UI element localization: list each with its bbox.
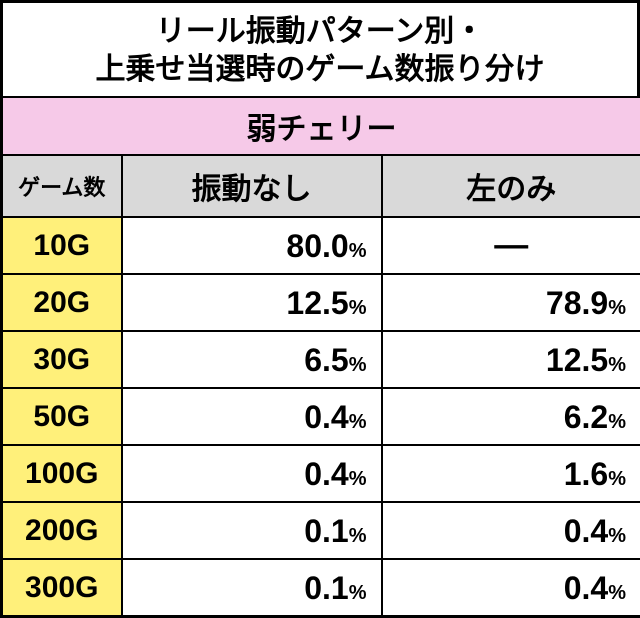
value-number: 1.6	[564, 456, 608, 492]
value-cell: 78.9%	[382, 274, 640, 331]
percent-suffix: %	[349, 297, 367, 319]
games-cell: 50G	[2, 388, 122, 445]
header-games: ゲーム数	[2, 155, 122, 217]
value-number: 6.2	[564, 399, 608, 435]
table-row: 200G0.1%0.4%	[2, 502, 640, 559]
table-container: リール振動パターン別・ 上乗せ当選時のゲーム数振り分け 弱チェリー ゲーム数 振…	[0, 0, 640, 618]
table-title: リール振動パターン別・ 上乗せ当選時のゲーム数振り分け	[0, 0, 640, 96]
value-cell: 12.5%	[382, 331, 640, 388]
table-row: 100G0.4%1.6%	[2, 445, 640, 502]
value-cell: 6.2%	[382, 388, 640, 445]
header-col-1: 振動なし	[122, 155, 382, 217]
percent-suffix: %	[349, 525, 367, 547]
title-line-1: リール振動パターン別・	[3, 13, 637, 51]
percent-suffix: %	[349, 411, 367, 433]
value-number: 0.4	[564, 570, 608, 606]
value-number: 0.4	[304, 456, 348, 492]
percent-suffix: %	[608, 411, 626, 433]
table-row: 50G0.4%6.2%	[2, 388, 640, 445]
value-cell: 0.1%	[122, 559, 382, 617]
table-row: 20G12.5%78.9%	[2, 274, 640, 331]
title-line-2: 上乗せ当選時のゲーム数振り分け	[3, 51, 637, 89]
value-cell: 0.1%	[122, 502, 382, 559]
percent-suffix: %	[608, 354, 626, 376]
table-row: 30G6.5%12.5%	[2, 331, 640, 388]
percent-suffix: %	[349, 240, 367, 262]
header-row: ゲーム数 振動なし 左のみ	[2, 155, 640, 217]
value-number: 0.4	[304, 399, 348, 435]
table-row: 10G80.0%―	[2, 217, 640, 274]
games-cell: 300G	[2, 559, 122, 617]
value-cell: 0.4%	[382, 559, 640, 617]
value-cell: 6.5%	[122, 331, 382, 388]
value-number: 12.5	[286, 285, 348, 321]
category-row: 弱チェリー	[2, 97, 640, 155]
value-cell: 1.6%	[382, 445, 640, 502]
games-cell: 30G	[2, 331, 122, 388]
value-cell: 0.4%	[122, 445, 382, 502]
percent-suffix: %	[349, 582, 367, 604]
value-cell: 12.5%	[122, 274, 382, 331]
header-col-2: 左のみ	[382, 155, 640, 217]
games-cell: 10G	[2, 217, 122, 274]
value-number: 0.1	[304, 570, 348, 606]
table-row: 300G0.1%0.4%	[2, 559, 640, 617]
value-number: 12.5	[546, 342, 608, 378]
percent-suffix: %	[608, 297, 626, 319]
value-cell: 0.4%	[122, 388, 382, 445]
percent-suffix: %	[349, 354, 367, 376]
percent-suffix: %	[608, 582, 626, 604]
value-number: 78.9	[546, 285, 608, 321]
games-cell: 100G	[2, 445, 122, 502]
value-cell: 80.0%	[122, 217, 382, 274]
category-cell: 弱チェリー	[2, 97, 640, 155]
games-cell: 200G	[2, 502, 122, 559]
percent-suffix: %	[608, 468, 626, 490]
value-cell: 0.4%	[382, 502, 640, 559]
percent-suffix: %	[349, 468, 367, 490]
value-number: 80.0	[286, 228, 348, 264]
value-number: 6.5	[304, 342, 348, 378]
value-number: 0.1	[304, 513, 348, 549]
games-cell: 20G	[2, 274, 122, 331]
data-table: 弱チェリー ゲーム数 振動なし 左のみ 10G80.0%―20G12.5%78.…	[0, 96, 640, 618]
percent-suffix: %	[608, 525, 626, 547]
value-cell: ―	[382, 217, 640, 274]
value-number: 0.4	[564, 513, 608, 549]
